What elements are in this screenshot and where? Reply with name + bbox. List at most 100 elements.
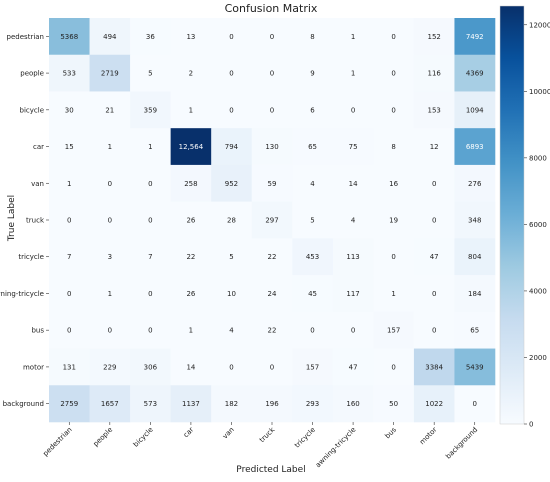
colorbar-tick-label: 8000 [529, 154, 547, 162]
cell-value-label: 0 [391, 253, 395, 261]
cell-value-label: 1 [189, 106, 193, 114]
cell-value-label: 113 [346, 253, 359, 261]
cell-value-label: 297 [265, 217, 278, 225]
colorbar [499, 5, 525, 425]
cell-value-label: 1657 [101, 400, 119, 408]
colorbar-ticks: 0 2000 4000 6000 8000 10000 12000 [524, 21, 550, 429]
heatmap-cell [454, 54, 496, 92]
heatmap-cell [292, 348, 334, 386]
cell-value-label: 494 [103, 33, 117, 41]
y-tick-label: bicycle [20, 106, 44, 114]
x-axis-title: Predicted Label [236, 465, 305, 475]
heatmap-cell [292, 311, 334, 349]
cell-value-label: 4369 [466, 70, 484, 78]
heatmap-cell [373, 385, 415, 423]
cell-value-label: 1137 [182, 400, 200, 408]
heatmap-cell [251, 18, 293, 56]
cell-value-label: 65 [470, 327, 479, 335]
heatmap-cell [211, 91, 253, 129]
heatmap-cell [89, 385, 131, 423]
cell-value-label: 4 [351, 217, 356, 225]
cell-value-label: 573 [144, 400, 157, 408]
cell-value-label: 65 [308, 143, 317, 151]
heatmap-cell [49, 54, 90, 92]
cell-value-label: 184 [468, 290, 482, 298]
heatmap-cell [373, 275, 415, 313]
heatmap-cell [373, 348, 415, 386]
heatmap-cell [130, 238, 171, 276]
heatmap-cell [89, 54, 131, 92]
cell-value-label: 1 [391, 290, 395, 298]
heatmap-cell [49, 91, 90, 129]
heatmap-cell [49, 311, 90, 349]
cell-value-label: 22 [268, 253, 277, 261]
cell-value-label: 4 [310, 180, 315, 188]
heatmap-cell [49, 164, 90, 202]
y-tick-label: car [33, 143, 44, 151]
heatmap-cell [332, 201, 374, 239]
cell-value-label: 293 [306, 400, 319, 408]
heatmap-cell [292, 164, 334, 202]
x-tick-label: awning-tricycle [314, 426, 357, 469]
cell-value-label: 0 [432, 180, 436, 188]
heatmap-cell [292, 275, 334, 313]
heatmap-cell [170, 201, 212, 239]
cell-value-label: 182 [225, 400, 238, 408]
cell-value-label: 1 [351, 70, 355, 78]
heatmap-cell [332, 348, 374, 386]
cell-value-label: 10 [227, 290, 236, 298]
x-tick-label: bus [384, 426, 399, 441]
cell-value-label: 0 [148, 180, 152, 188]
heatmap-cell [49, 238, 90, 276]
x-tick-labels: pedestrian people bicycle car van truck tricyc… [42, 422, 479, 469]
cell-value-label: 0 [432, 327, 436, 335]
y-tick-label: awning-tricycle [0, 290, 44, 298]
cell-value-label: 7 [148, 253, 152, 261]
cell-value-label: 0 [391, 70, 395, 78]
cell-value-label: 7 [67, 253, 71, 261]
cell-value-label: 22 [268, 327, 277, 335]
cell-value-label: 6 [310, 106, 315, 114]
heatmap-cell [49, 128, 90, 166]
heatmap-cell [170, 385, 212, 423]
cell-value-label: 5 [148, 70, 152, 78]
heatmap-cell [89, 91, 131, 129]
cell-value-label: 45 [308, 290, 317, 298]
cell-value-label: 0 [270, 70, 274, 78]
x-tick-label: tricycle [293, 426, 317, 450]
cell-value-label: 0 [432, 290, 436, 298]
heatmap-cell [89, 18, 131, 56]
heatmap-cell [49, 385, 90, 423]
heatmap-cell [130, 164, 171, 202]
cell-value-label: 0 [148, 290, 152, 298]
heatmap-cell [251, 91, 293, 129]
cell-value-label: 22 [186, 253, 195, 261]
heatmap-cell [292, 91, 334, 129]
heatmap-cell [454, 164, 496, 202]
heatmap-cell [170, 91, 212, 129]
heatmap-cell [332, 275, 374, 313]
cell-value-label: 0 [67, 290, 71, 298]
heatmap-cell [332, 18, 374, 56]
heatmap-cell [170, 348, 212, 386]
cell-value-label: 4 [229, 327, 234, 335]
cell-value-label: 12,564 [179, 143, 204, 151]
heatmap-cell [454, 91, 496, 129]
heatmap-cell [89, 311, 131, 349]
heatmap-cell [211, 348, 253, 386]
heatmap-cell [454, 238, 496, 276]
heatmap-cell [211, 311, 253, 349]
cell-value-label: 8 [391, 143, 395, 151]
heatmap-cell [454, 18, 496, 56]
cell-value-label: 157 [387, 327, 400, 335]
cell-value-label: 6893 [466, 143, 484, 151]
cell-value-label: 1 [108, 290, 112, 298]
heatmap-cell [89, 275, 131, 313]
heatmap-cell [332, 164, 374, 202]
y-tick-labels: pedestrian people bicycle car van truck tricyc… [0, 33, 49, 408]
heatmap-cell [170, 275, 212, 313]
x-tick-label: background [444, 426, 479, 461]
heatmap-cell [211, 201, 253, 239]
cell-value-label: 804 [468, 253, 482, 261]
cell-value-label: 0 [148, 327, 152, 335]
